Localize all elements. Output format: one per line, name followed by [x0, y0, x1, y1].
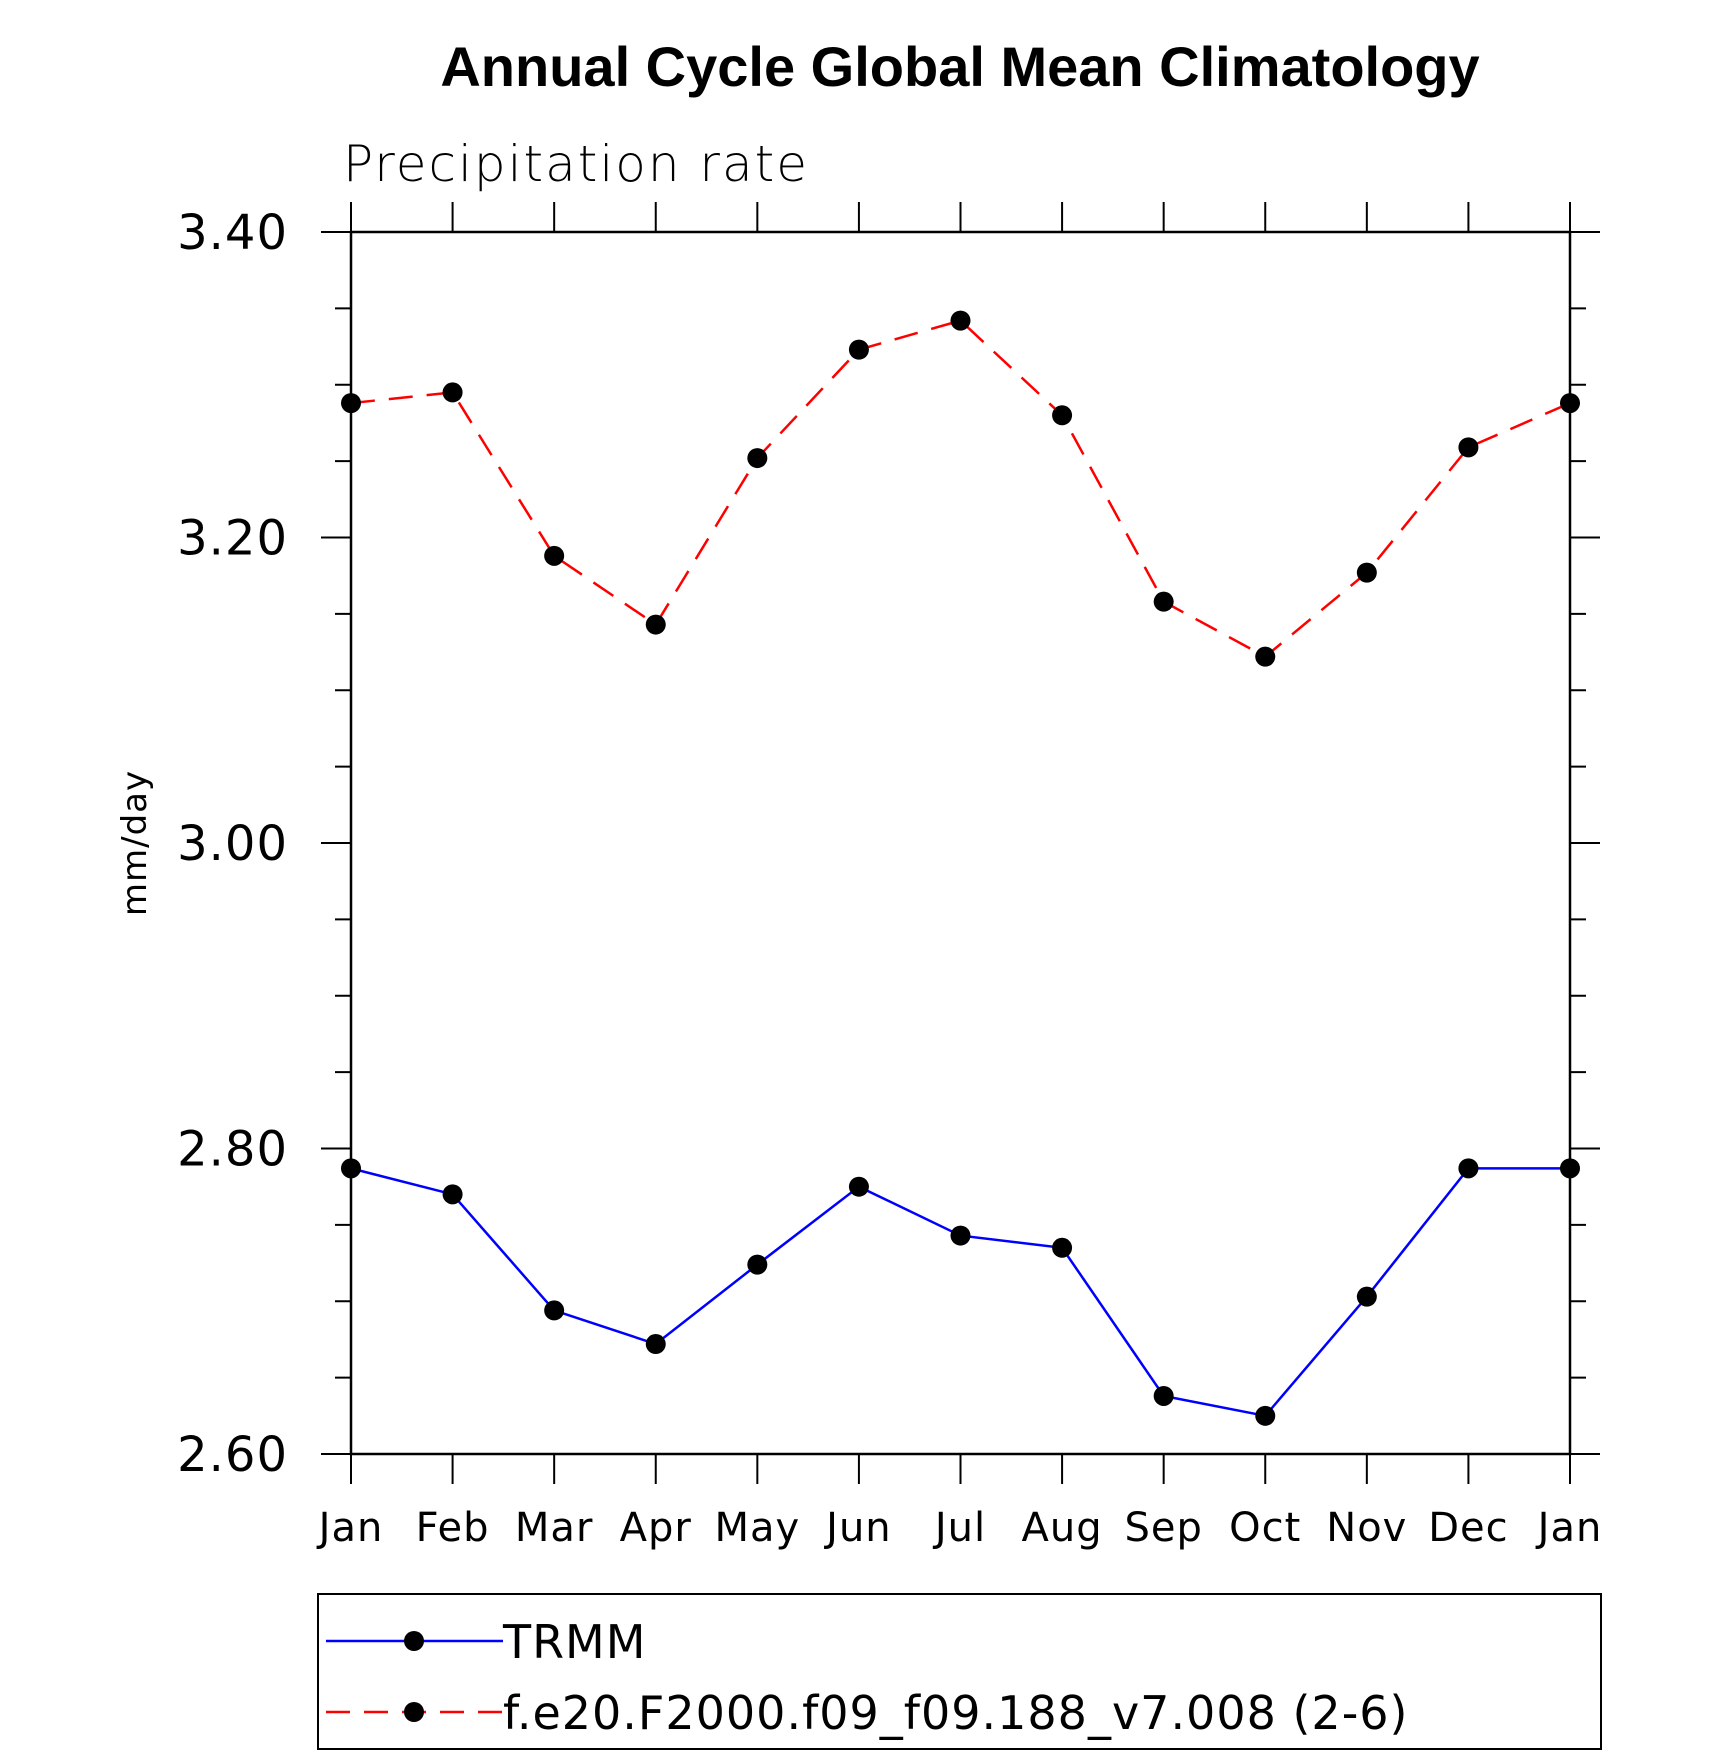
data-point: [950, 310, 971, 331]
x-tick-label: Jul: [932, 1505, 986, 1551]
x-tick-label: Oct: [1229, 1505, 1301, 1551]
x-tick-label: Jun: [823, 1505, 892, 1551]
data-point: [645, 1334, 666, 1355]
data-point: [747, 448, 768, 469]
series-line: [350, 1167, 1570, 1418]
y-tick-label: 3.00: [177, 816, 288, 872]
x-tick-label: Aug: [1022, 1505, 1103, 1551]
x-tick-label: Mar: [515, 1505, 593, 1551]
data-point: [1356, 562, 1377, 583]
legend-label: f.e20.F2000.f09_f09.188_v7.008 (2-6): [503, 1686, 1409, 1740]
data-point: [442, 1184, 463, 1205]
chart-subtitle: Precipitation rate: [343, 135, 809, 193]
data-point: [1255, 1405, 1276, 1426]
chart-title: Annual Cycle Global Mean Climatology: [440, 35, 1479, 98]
data-point: [341, 1158, 361, 1179]
x-tick-label: May: [714, 1505, 800, 1551]
data-point: [1255, 646, 1276, 667]
y-tick-label: 3.20: [177, 511, 288, 567]
series-layer: [341, 310, 1580, 1426]
data-point: [950, 1225, 971, 1246]
legend-marker: [404, 1702, 424, 1722]
legend-label: TRMM: [502, 1615, 646, 1669]
data-point: [1153, 1385, 1174, 1406]
y-tick-label: 3.40: [177, 205, 288, 261]
x-tick-label: Jan: [1535, 1505, 1603, 1551]
legend: TRMM f.e20.F2000.f09_f09.188_v7.008 (2-6): [326, 1615, 1409, 1740]
data-point: [1052, 405, 1073, 426]
data-point: [848, 1176, 869, 1197]
data-point: [1560, 1158, 1580, 1179]
x-tick-label: Feb: [416, 1505, 490, 1551]
data-point: [1356, 1286, 1377, 1307]
data-point: [1052, 1237, 1073, 1258]
data-point: [544, 1300, 565, 1321]
x-tick-label: Dec: [1428, 1505, 1508, 1551]
data-point: [1458, 437, 1479, 458]
data-point: [1458, 1158, 1479, 1179]
data-point: [442, 382, 463, 403]
x-tick-label: Sep: [1124, 1505, 1202, 1551]
data-point: [645, 614, 666, 635]
data-point: [848, 339, 869, 360]
series-line: [350, 319, 1571, 659]
legend-marker: [404, 1631, 424, 1651]
axes-layer: 2.60 2.80 3.00 3.20 3.40 Jan Feb Mar Apr May Jun Ju…: [177, 202, 1603, 1551]
x-tick-label: Apr: [620, 1505, 692, 1551]
y-tick-label: 2.80: [177, 1122, 288, 1178]
data-point: [747, 1254, 768, 1275]
data-point: [544, 545, 565, 566]
data-point: [1153, 591, 1174, 612]
y-tick-label: 2.60: [177, 1427, 288, 1483]
y-axis-label: mm/day: [115, 770, 155, 916]
data-point: [341, 393, 361, 414]
x-tick-label: Nov: [1326, 1505, 1407, 1551]
legend-box: [317, 1593, 1602, 1750]
data-point: [1560, 393, 1580, 414]
x-tick-label: Jan: [316, 1505, 384, 1551]
